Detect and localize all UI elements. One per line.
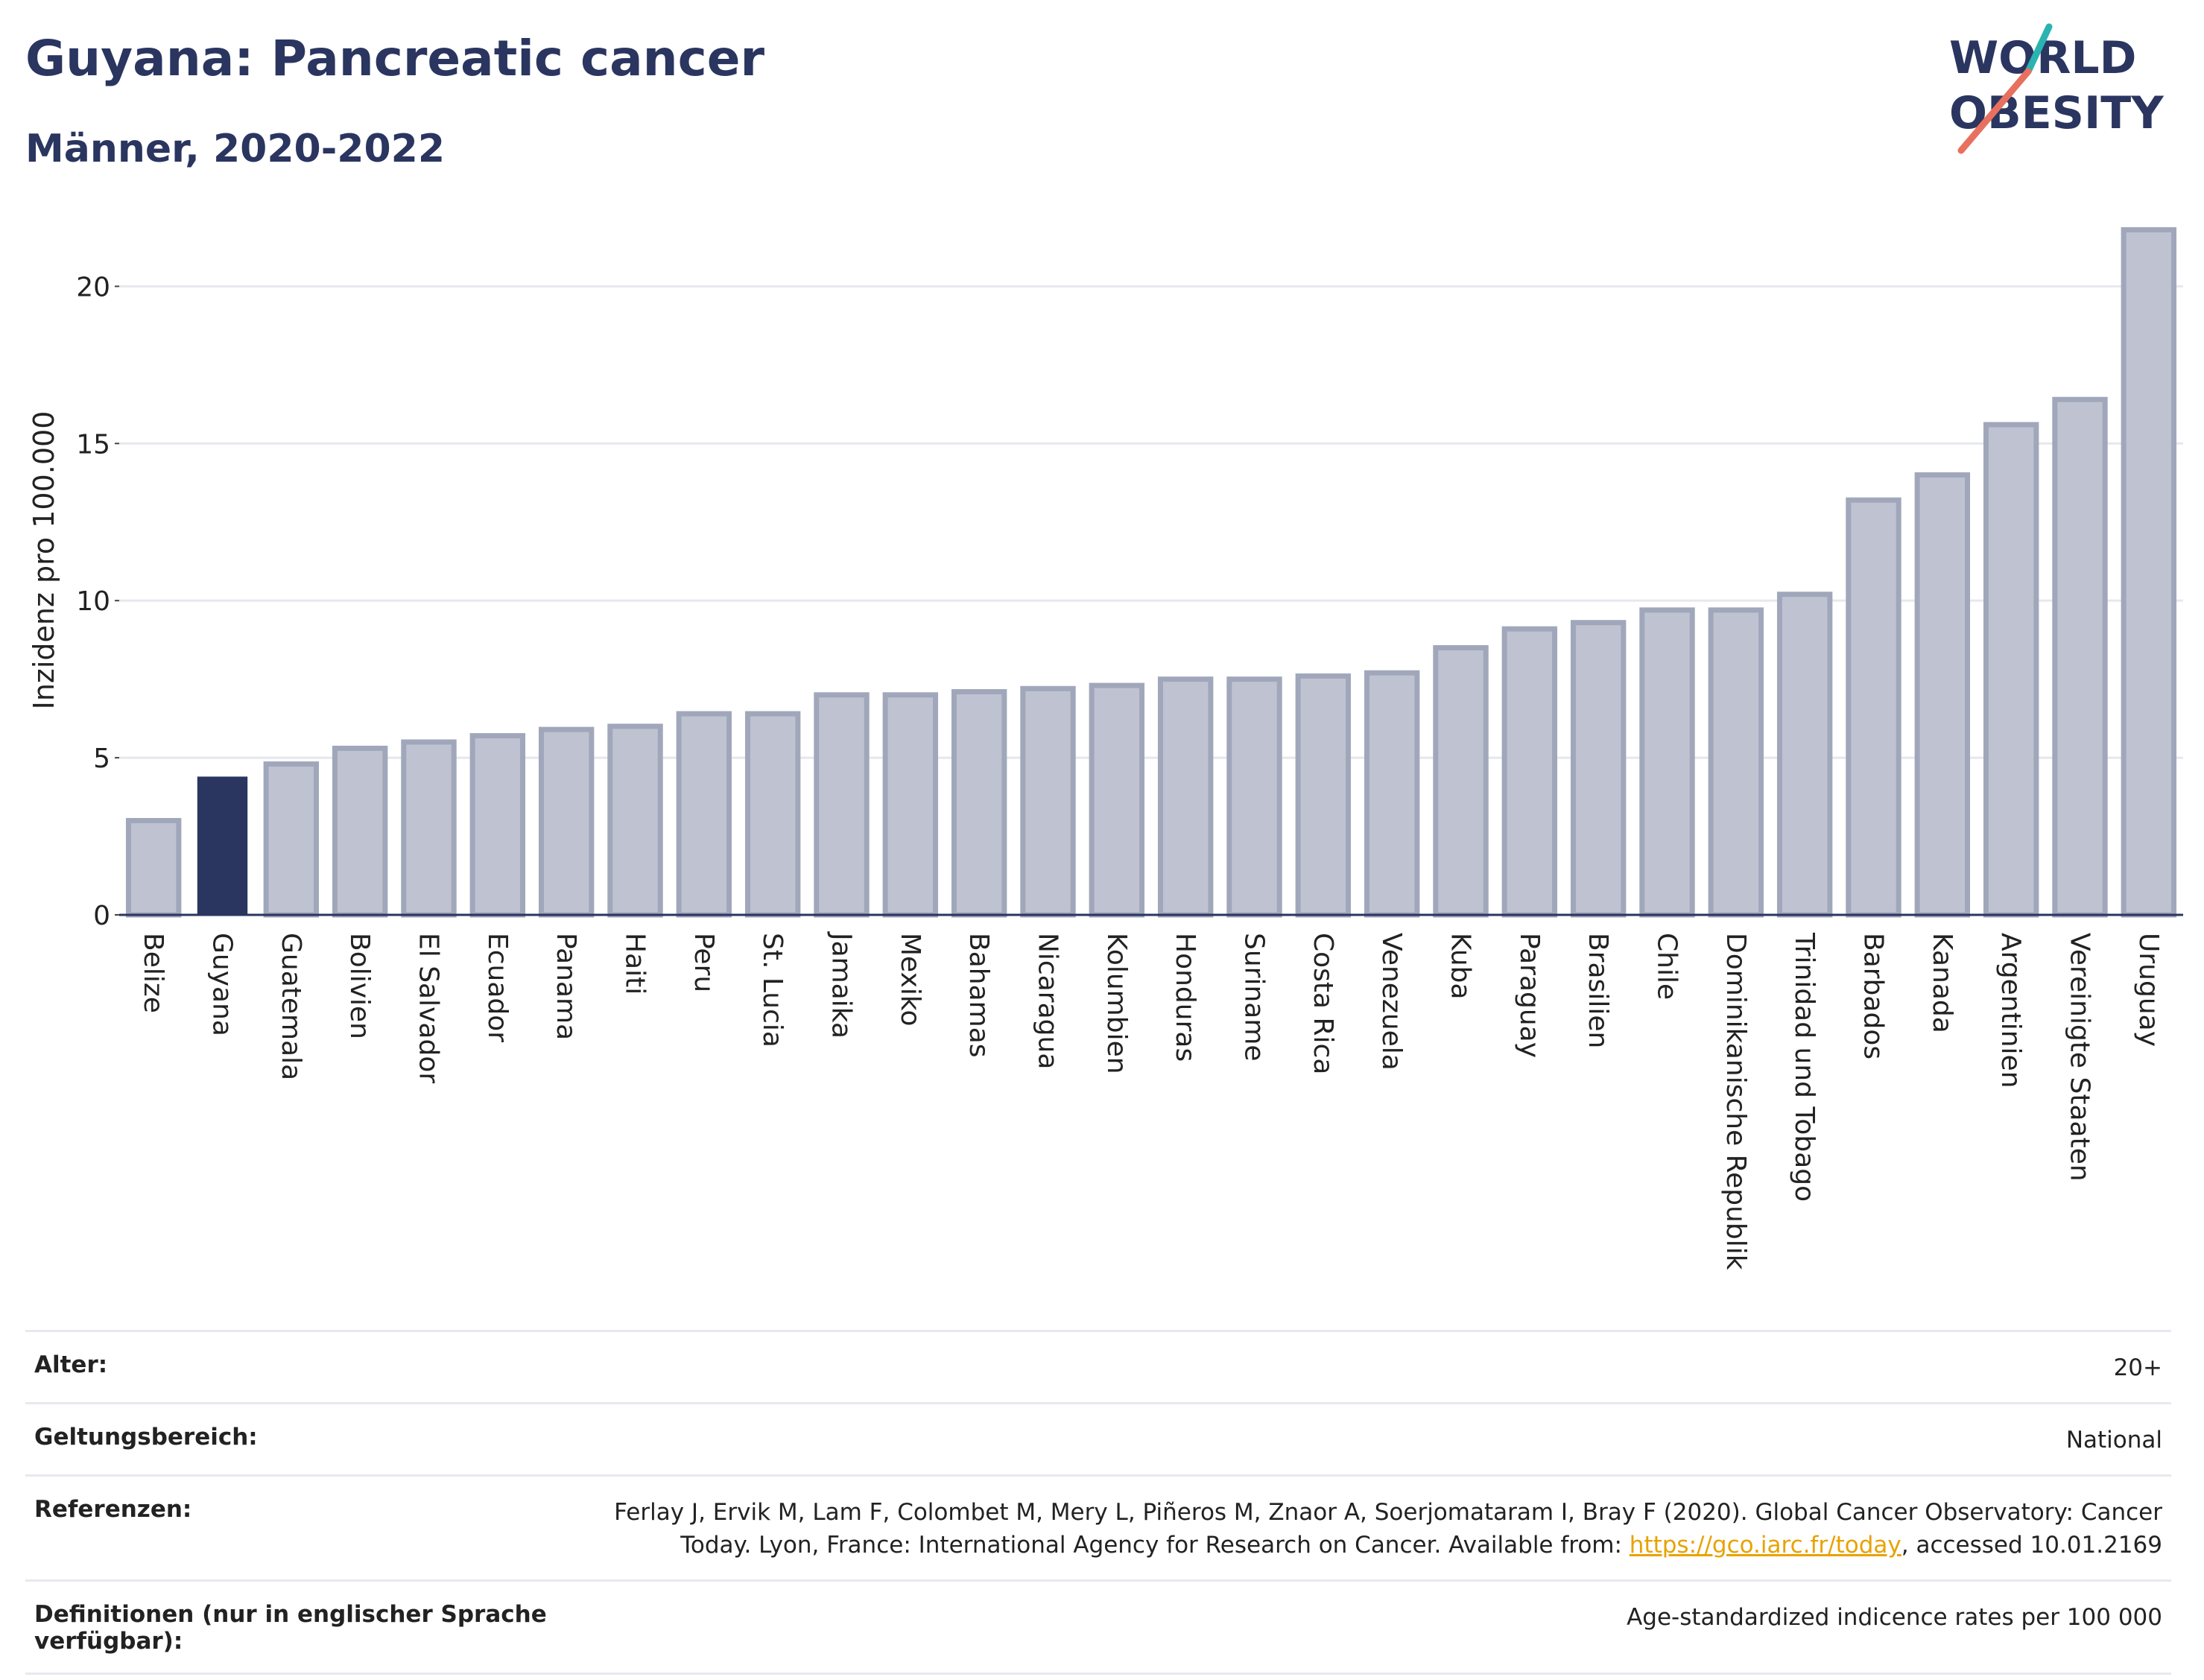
x-tick-label: Haiti	[620, 933, 650, 995]
axes: 0 5 10 15 20 Belize Guyana Guatemala Bolivien El …	[76, 272, 2183, 1270]
y-tick-label: 20	[76, 272, 110, 302]
meta-label: Definitionen (nur in englischer Sprache …	[34, 1601, 547, 1655]
x-tick-label: Belize	[138, 933, 168, 1013]
x-tick-label: Dominikanische Republik	[1720, 933, 1751, 1270]
logo-slash-red	[1957, 68, 2032, 154]
x-tick-label: Nicaragua	[1033, 933, 1063, 1069]
bar-uruguay	[2121, 226, 2177, 918]
bar-guatemala	[263, 761, 320, 918]
bar-trinidad-und-tobago	[1776, 592, 1833, 918]
bar-haiti	[607, 723, 663, 918]
x-tick-label: Argentinien	[1995, 933, 2026, 1088]
bar-peru	[676, 711, 732, 918]
x-tick-label: St. Lucia	[757, 933, 788, 1047]
meta-row-definitions: Definitionen (nur in englischer Sprache …	[25, 1579, 2171, 1675]
y-tick-label: 10	[76, 586, 110, 617]
bar-bahamas	[951, 689, 1007, 918]
bar-chile	[1639, 607, 1695, 918]
x-tick-label: Uruguay	[2133, 933, 2164, 1047]
bar-vereinigte-staaten	[2052, 396, 2108, 918]
x-tick-label: Venezuela	[1376, 933, 1407, 1071]
page-title: Guyana: Pancreatic cancer	[25, 30, 765, 87]
x-tick-label: Honduras	[1170, 933, 1200, 1062]
x-tick-label: Chile	[1652, 933, 1682, 1000]
x-tick-label: Costa Rica	[1308, 933, 1338, 1074]
meta-row-scope: Geltungsbereich: National	[25, 1402, 2171, 1474]
bars	[125, 226, 2177, 918]
page-subtitle: Männer, 2020-2022	[25, 127, 446, 171]
meta-value: 20+	[2113, 1354, 2162, 1381]
bar-venezuela	[1364, 670, 1420, 918]
bar-kanada	[1914, 472, 1971, 918]
x-tick-label: Kanada	[1927, 933, 1957, 1033]
reference-link[interactable]: https://gco.iarc.fr/today	[1629, 1532, 1901, 1559]
x-tick-label: El Salvador	[414, 933, 444, 1083]
x-tick-label: Jamaika	[826, 931, 857, 1039]
bar-honduras	[1157, 676, 1214, 918]
bar-bolivien	[332, 745, 388, 918]
bar-nicaragua	[1020, 685, 1076, 918]
bar-argentinien	[1983, 422, 2039, 918]
logo-slash-teal	[2024, 23, 2053, 75]
bar-panama	[538, 726, 595, 918]
bar-ecuador	[469, 733, 526, 918]
meta-label: Geltungsbereich:	[34, 1424, 258, 1451]
bar-jamaika	[814, 692, 870, 918]
metadata-table: Alter: 20+ Geltungsbereich: National Ref…	[25, 1330, 2171, 1675]
x-tick-label: Barbados	[1858, 933, 1889, 1059]
meta-label: Alter:	[34, 1351, 108, 1378]
x-tick-label: Brasilien	[1583, 933, 1613, 1048]
meta-label: Referenzen:	[34, 1496, 192, 1523]
meta-value-reference: Ferlay J, Ervik M, Lam F, Colombet M, Me…	[560, 1496, 2162, 1562]
x-tick-label: Guyana	[207, 933, 238, 1036]
bar-belize	[125, 817, 182, 918]
y-tick-label: 15	[76, 429, 110, 460]
x-tick-label: Bahamas	[963, 933, 994, 1058]
logo-line2: OBESITY	[1949, 87, 2165, 139]
x-tick-label: Panama	[551, 933, 581, 1040]
world-obesity-logo: WORLD OBESITY	[1949, 23, 2165, 154]
bar-dominikanische-republik	[1708, 607, 1764, 918]
grid-lines	[119, 285, 2183, 759]
x-tick-label: Ecuador	[482, 933, 513, 1042]
bar-kolumbien	[1089, 682, 1145, 918]
reference-accessed: , accessed 10.01.2169	[1901, 1532, 2162, 1559]
meta-value: Age-standardized indicence rates per 100…	[1627, 1604, 2162, 1631]
bar-st-lucia	[744, 711, 801, 918]
bar-guyana	[197, 776, 248, 915]
y-tick-label: 5	[93, 744, 110, 774]
meta-value: National	[2065, 1427, 2162, 1454]
bar-mexiko	[882, 692, 939, 918]
x-tick-label: Peru	[688, 933, 719, 992]
bar-suriname	[1226, 676, 1282, 918]
bar-paraguay	[1501, 626, 1558, 918]
meta-row-age: Alter: 20+	[25, 1330, 2171, 1402]
reference-text: Ferlay J, Ervik M, Lam F, Colombet M, Me…	[614, 1499, 2162, 1559]
x-tick-label: Mexiko	[895, 933, 925, 1026]
bar-barbados	[1846, 497, 1901, 918]
bar-costa-rica	[1295, 673, 1352, 918]
x-tick-label: Trinidad und Tobago	[1789, 932, 1820, 1202]
bar-chart: 0 5 10 15 20 Belize Guyana Guatemala Bolivien El …	[28, 226, 2183, 1270]
bar-brasilien	[1570, 620, 1627, 918]
x-tick-label: Vereinigte Staaten	[2065, 933, 2095, 1182]
meta-row-references: Referenzen: Ferlay J, Ervik M, Lam F, Co…	[25, 1474, 2171, 1579]
x-tick-label: Bolivien	[344, 933, 375, 1039]
y-axis-label: Inzidenz pro 100.000	[28, 411, 60, 710]
y-tick-label: 0	[93, 901, 110, 931]
x-tick-label: Kolumbien	[1101, 933, 1132, 1074]
x-tick-label: Suriname	[1239, 933, 1270, 1062]
bar-el-salvador	[401, 739, 457, 918]
x-tick-label: Paraguay	[1514, 933, 1545, 1058]
x-tick-label: Kuba	[1445, 933, 1476, 1000]
x-tick-label: Guatemala	[276, 933, 306, 1080]
bar-kuba	[1433, 644, 1489, 918]
